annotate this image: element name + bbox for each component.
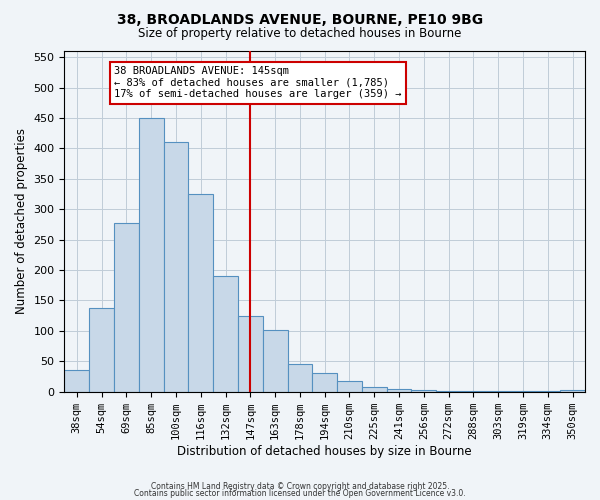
Bar [139,118,164,392]
Text: Size of property relative to detached houses in Bourne: Size of property relative to detached ho… [139,28,461,40]
Text: Contains HM Land Registry data © Crown copyright and database right 2025.: Contains HM Land Registry data © Crown c… [151,482,449,491]
Bar [213,276,238,392]
Bar [386,388,412,392]
Text: 38 BROADLANDS AVENUE: 145sqm
← 83% of detached houses are smaller (1,785)
17% of: 38 BROADLANDS AVENUE: 145sqm ← 83% of de… [114,66,401,100]
Bar [188,194,213,392]
Bar [535,391,560,392]
Bar [238,316,263,392]
Bar [337,381,362,392]
Bar [362,387,386,392]
Bar [287,364,313,392]
Bar [263,330,287,392]
Text: 38, BROADLANDS AVENUE, BOURNE, PE10 9BG: 38, BROADLANDS AVENUE, BOURNE, PE10 9BG [117,12,483,26]
Y-axis label: Number of detached properties: Number of detached properties [15,128,28,314]
Text: Contains public sector information licensed under the Open Government Licence v3: Contains public sector information licen… [134,489,466,498]
Bar [114,223,139,392]
Bar [89,308,114,392]
Bar [511,391,535,392]
Bar [412,390,436,392]
Bar [461,391,486,392]
Bar [560,390,585,392]
Bar [486,391,511,392]
Bar [436,390,461,392]
Bar [313,373,337,392]
Bar [164,142,188,392]
X-axis label: Distribution of detached houses by size in Bourne: Distribution of detached houses by size … [178,444,472,458]
Bar [64,370,89,392]
